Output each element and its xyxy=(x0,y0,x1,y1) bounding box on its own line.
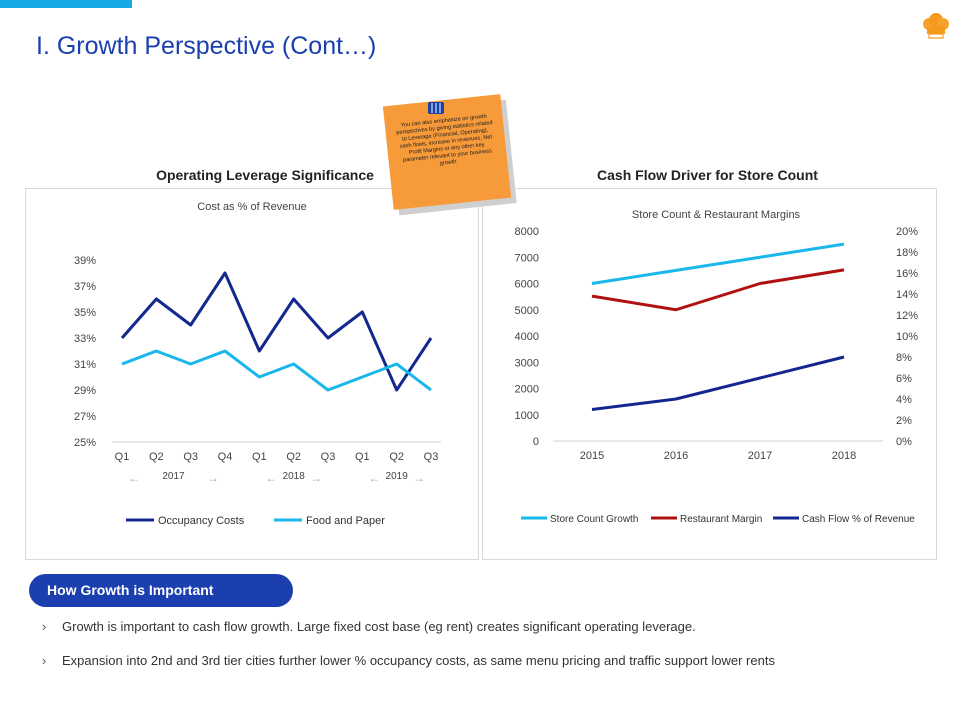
x-tick-label: Q4 xyxy=(218,451,233,463)
x-tick-label: Q3 xyxy=(321,451,336,463)
chevron-right-icon: › xyxy=(42,619,47,634)
series-line-store-count-growth xyxy=(591,242,845,285)
y-tick-label: 35% xyxy=(74,307,96,319)
accent-bar xyxy=(0,0,132,8)
legend-label: Cash Flow % of Revenue xyxy=(802,514,915,525)
list-item: › Expansion into 2nd and 3rd tier cities… xyxy=(42,652,922,686)
y-tick-label: 29% xyxy=(74,385,96,397)
x-tick-label: 2015 xyxy=(580,450,604,462)
logo-icon xyxy=(923,13,949,39)
y-tick-label: 25% xyxy=(74,437,96,449)
x-tick-label: 2017 xyxy=(748,450,772,462)
arrow-right-icon: → xyxy=(413,471,425,485)
sticky-note-text: You can also emphasize on growth perspec… xyxy=(396,113,493,167)
y-tick-label-left: 0 xyxy=(533,436,539,448)
chevron-right-icon: › xyxy=(42,653,47,668)
right-chart-heading: Cash Flow Driver for Store Count xyxy=(597,167,818,183)
bullet-text: Expansion into 2nd and 3rd tier cities f… xyxy=(62,653,775,668)
series-line-cash-flow-percent xyxy=(591,355,845,411)
pin-icon xyxy=(428,102,444,114)
left-chart-heading: Operating Leverage Significance xyxy=(156,167,374,183)
y-tick-label-right: 16% xyxy=(896,268,918,280)
importance-badge: How Growth is Important xyxy=(29,574,293,607)
importance-list: › Growth is important to cash flow growt… xyxy=(42,618,922,686)
chart-title: Cost as % of Revenue xyxy=(197,201,306,213)
y-tick-label-right: 8% xyxy=(896,352,912,364)
year-group-label: 2017 xyxy=(162,471,185,482)
y-tick-label-left: 6000 xyxy=(515,279,539,291)
year-group-label: 2018 xyxy=(283,471,306,482)
x-tick-label: Q1 xyxy=(252,451,267,463)
arrow-right-icon: → xyxy=(310,471,322,485)
arrow-left-icon: ← xyxy=(368,471,380,485)
legend-label: Occupancy Costs xyxy=(158,515,245,527)
y-tick-label-right: 12% xyxy=(896,310,918,322)
arrow-left-icon: ← xyxy=(128,471,140,485)
legend-label: Food and Paper xyxy=(306,515,385,527)
series-line-food-and-paper xyxy=(121,349,432,392)
x-tick-label: 2016 xyxy=(664,450,688,462)
page-title: I. Growth Perspective (Cont…) xyxy=(36,32,377,60)
sticky-note: You can also emphasize on growth perspec… xyxy=(382,94,512,210)
y-tick-label-right: 14% xyxy=(896,289,918,301)
chart-title: Store Count & Restaurant Margins xyxy=(632,209,801,221)
y-tick-label-right: 20% xyxy=(896,226,918,238)
y-tick-label-left: 2000 xyxy=(515,384,539,396)
y-tick-label: 37% xyxy=(74,281,96,293)
right-chart-panel: Store Count & Restaurant Margins 0 1000 200… xyxy=(482,188,937,560)
y-tick-label: 39% xyxy=(74,255,96,267)
arrow-right-icon: → xyxy=(207,471,219,485)
y-tick-label-left: 8000 xyxy=(515,226,539,238)
x-tick-label: Q1 xyxy=(355,451,370,463)
y-tick-label-right: 4% xyxy=(896,394,912,406)
list-item: › Growth is important to cash flow growt… xyxy=(42,618,922,652)
y-tick-label-left: 5000 xyxy=(515,305,539,317)
bullet-text: Growth is important to cash flow growth.… xyxy=(62,619,696,634)
y-tick-label-right: 6% xyxy=(896,373,912,385)
y-tick-label: 27% xyxy=(74,411,96,423)
arrow-left-icon: ← xyxy=(265,471,277,485)
y-tick-label-right: 2% xyxy=(896,415,912,427)
y-tick-label: 33% xyxy=(74,333,96,345)
y-tick-label-left: 7000 xyxy=(515,252,539,264)
x-tick-label: Q3 xyxy=(183,451,198,463)
y-tick-label: 31% xyxy=(74,359,96,371)
y-tick-label-left: 4000 xyxy=(515,331,539,343)
left-chart: Cost as % of Revenue 25% 27% 29% 31% 33% 35% 37… xyxy=(74,201,441,527)
year-group-label: 2019 xyxy=(386,471,409,482)
y-tick-label-right: 18% xyxy=(896,247,918,259)
x-tick-label: Q2 xyxy=(149,451,164,463)
left-chart-panel: Cost as % of Revenue 25% 27% 29% 31% 33% 35% 37… xyxy=(25,188,479,560)
x-tick-label: Q3 xyxy=(424,451,439,463)
x-tick-label: Q1 xyxy=(115,451,130,463)
series-line-occupancy-costs xyxy=(120,271,433,392)
right-chart: Store Count & Restaurant Margins 0 1000 200… xyxy=(515,209,919,525)
y-tick-label-left: 1000 xyxy=(515,410,539,422)
x-tick-label: 2018 xyxy=(832,450,856,462)
x-tick-label: Q2 xyxy=(286,451,301,463)
y-tick-label-right: 0% xyxy=(896,436,912,448)
legend-label: Restaurant Margin xyxy=(680,514,762,525)
series-line-restaurant-margin xyxy=(591,268,845,312)
y-tick-label-right: 10% xyxy=(896,331,918,343)
legend-label: Store Count Growth xyxy=(550,514,638,525)
y-tick-label-left: 3000 xyxy=(515,357,539,369)
x-tick-label: Q2 xyxy=(389,451,404,463)
